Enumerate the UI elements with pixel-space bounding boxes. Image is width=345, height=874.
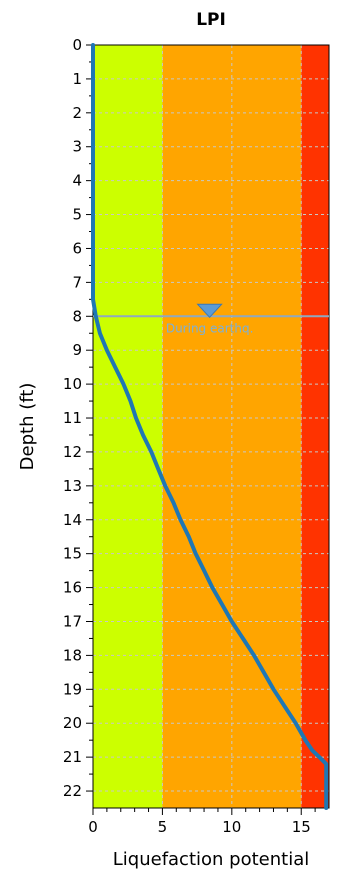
plot-frame	[92, 44, 330, 809]
y-tick-label-4: 4	[72, 172, 82, 190]
x-tick-label-2: 10	[222, 818, 241, 836]
lpi-series-line	[91, 43, 329, 810]
y-tick-label-13: 13	[63, 477, 82, 495]
risk-band-2	[301, 45, 329, 808]
grid-lines	[93, 45, 329, 808]
y-tick-label-12: 12	[63, 443, 82, 461]
y-tick-label-3: 3	[72, 138, 82, 156]
water-table-label: During earthq.	[166, 321, 254, 335]
y-tick-label-9: 9	[72, 341, 82, 359]
y-axis-title: Depth (ft)	[17, 383, 38, 471]
y-tick-label-1: 1	[72, 70, 82, 88]
water-table-marker-icon	[196, 303, 223, 319]
y-tick-label-19: 19	[63, 680, 82, 698]
y-tick-label-6: 6	[72, 239, 82, 257]
y-tick-label-7: 7	[72, 273, 82, 291]
y-tick-label-2: 2	[72, 104, 82, 122]
x-tick-label-3: 15	[292, 818, 311, 836]
x-axis-title: Liquefaction potential	[113, 849, 309, 870]
y-tick-label-0: 0	[72, 36, 82, 54]
x-tick-label-1: 5	[158, 818, 168, 836]
y-tick-label-18: 18	[63, 646, 82, 664]
y-tick-label-21: 21	[63, 748, 82, 766]
risk-bands	[93, 45, 329, 808]
y-tick-label-16: 16	[63, 579, 82, 597]
chart-title: LPI	[196, 10, 226, 30]
risk-band-0	[93, 45, 163, 808]
x-tick-label-0: 0	[88, 818, 98, 836]
y-tick-label-15: 15	[63, 545, 82, 563]
y-tick-label-10: 10	[63, 375, 82, 393]
y-tick-label-17: 17	[63, 612, 82, 630]
y-tick-label-5: 5	[72, 206, 82, 224]
y-tick-label-8: 8	[72, 307, 82, 325]
y-tick-label-14: 14	[63, 511, 82, 529]
water-table-layer: During earthq.	[93, 303, 329, 335]
y-tick-label-22: 22	[63, 782, 82, 800]
y-tick-label-11: 11	[63, 409, 82, 427]
series-layer	[91, 43, 329, 810]
y-tick-label-20: 20	[63, 714, 82, 732]
